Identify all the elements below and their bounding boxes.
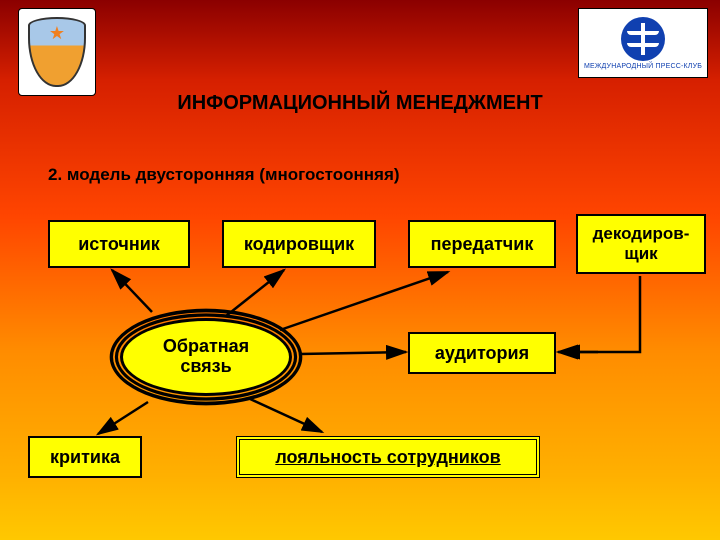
node-feedback-label: Обратнаясвязь — [120, 318, 292, 396]
slide-title: ИНФОРМАЦИОННЫЙ МЕНЕДЖМЕНТ — [0, 92, 720, 115]
node-transmit: передатчик — [408, 220, 556, 268]
slide-subtitle: 2. модель двусторонняя (многостоонняя) — [48, 165, 400, 185]
node-audience: аудитория — [408, 332, 556, 374]
node-decoder: декодиров-щик — [576, 214, 706, 274]
press-club-caption: МЕЖДУНАРОДНЫЙ ПРЕСС-КЛУБ — [584, 63, 702, 70]
node-loyalty: лояльность сотрудников — [236, 436, 540, 478]
node-feedback: Обратнаясвязь — [120, 318, 292, 396]
press-club-icon — [621, 17, 665, 61]
emblem-left: ★ — [18, 8, 96, 96]
star-icon: ★ — [49, 23, 65, 44]
emblem-right: МЕЖДУНАРОДНЫЙ ПРЕСС-КЛУБ — [578, 8, 708, 78]
node-source: источник — [48, 220, 190, 268]
node-critic: критика — [28, 436, 142, 478]
node-encoder: кодировщик — [222, 220, 376, 268]
shield-icon: ★ — [28, 17, 86, 87]
